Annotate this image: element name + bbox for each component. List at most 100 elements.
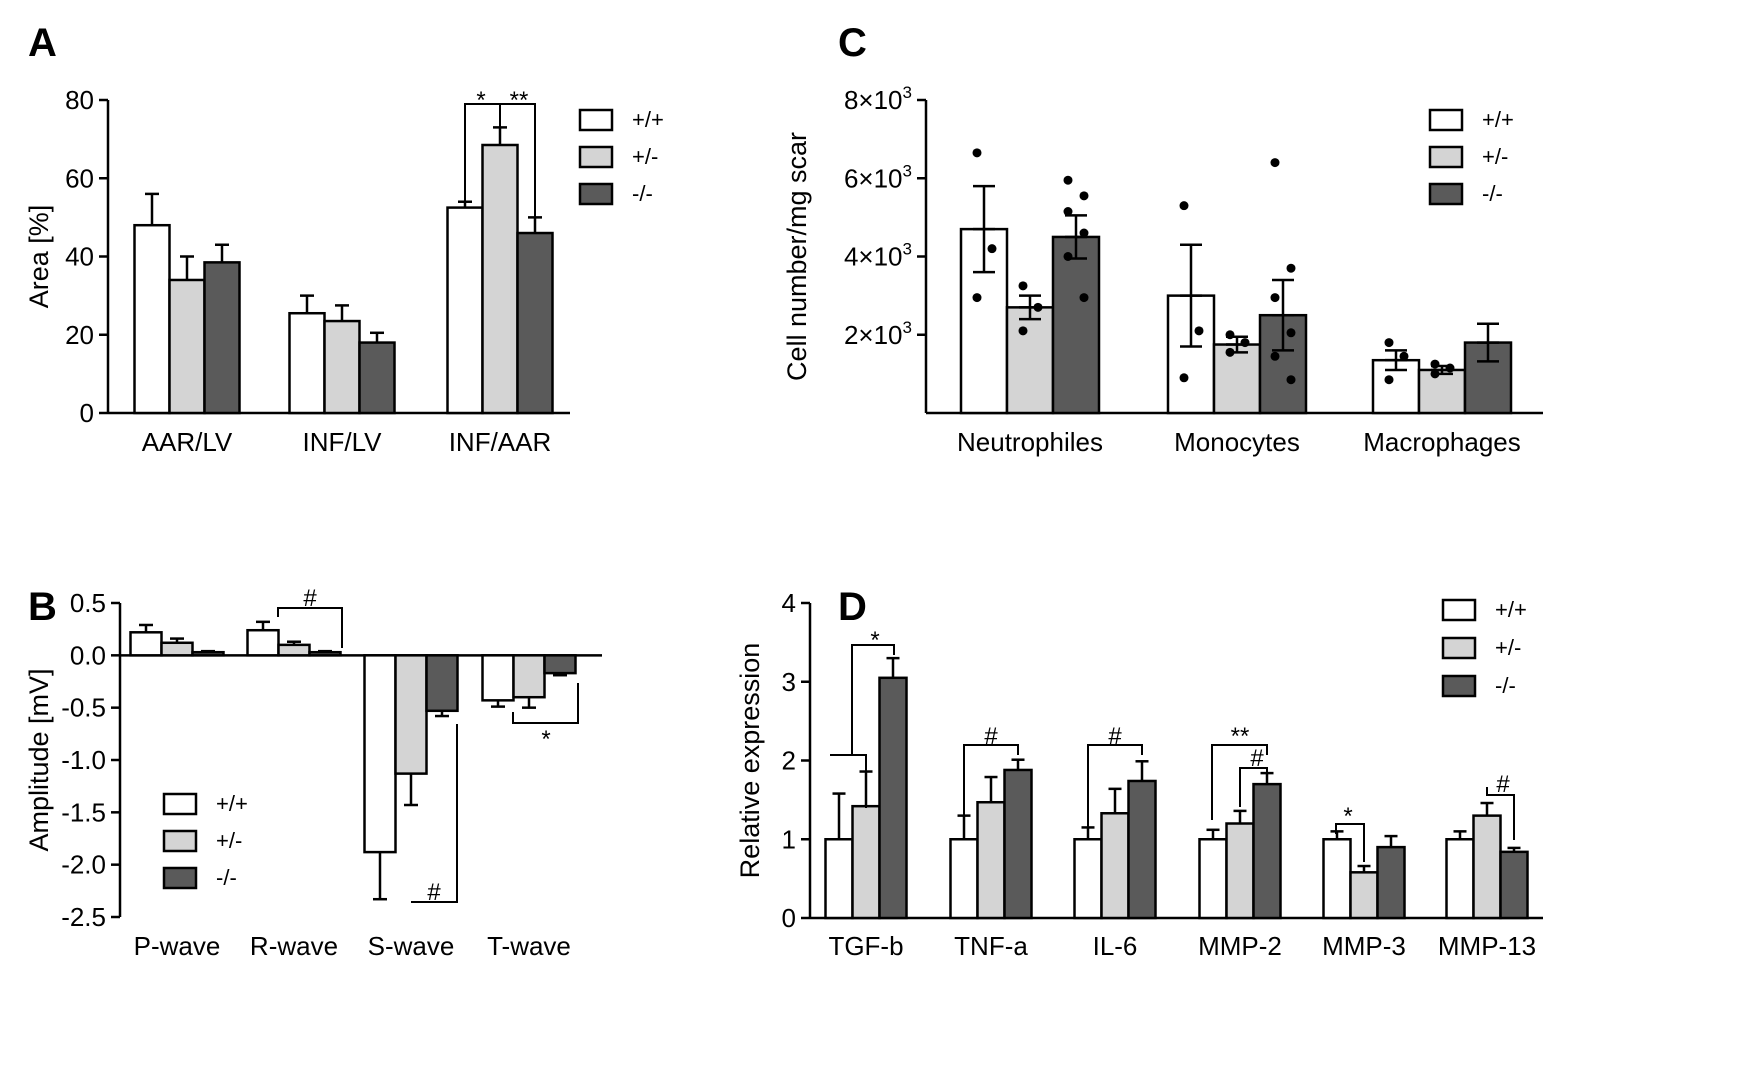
data-point [1079,228,1089,238]
y-tick-exponent: 3 [903,161,912,180]
category-label: TNF-a [954,931,1028,961]
category-label: R-wave [250,931,338,961]
data-point [1194,326,1204,336]
bar [481,143,519,415]
y-tick-label: 80 [65,85,94,115]
legend-swatch [578,108,614,132]
data-point [1179,201,1189,211]
category-label: MMP-3 [1322,931,1406,961]
legend-swatch [578,182,614,206]
significance-marker: # [984,723,998,750]
bar [288,311,326,415]
significance-bracket [1087,744,1143,836]
y-tick-label: -0.5 [61,693,106,723]
bar [168,278,206,415]
significance-bracket [411,724,458,903]
data-point [1063,175,1073,185]
panel-letter-b: B [28,585,57,629]
category-label: Macrophages [1363,427,1521,457]
category-label: INF/LV [303,427,383,457]
significance-bracket [464,103,501,202]
y-tick-label: 1 [782,824,796,854]
legend-label: -/- [1482,181,1503,206]
bar [1349,871,1379,920]
bar [363,654,397,854]
y-tick-label: -1.0 [61,745,106,775]
data-point [972,293,982,303]
data-point [1240,338,1250,348]
data-point [1286,328,1296,338]
y-tick-exponent: 3 [903,240,912,259]
data-point [1018,326,1028,336]
chart-panel-a: 0 20 40 60 80 Area [%] AAR/LV INF/LV INF/AAR +/+ +… [24,85,664,457]
bar [976,800,1006,920]
legend-label: +/+ [632,107,664,132]
bar [481,654,515,702]
bar [1073,838,1103,920]
significance-marker: * [870,627,879,654]
significance-marker: * [1343,803,1352,830]
data-point [1079,293,1089,303]
y-axis-label: Amplitude [mV] [24,668,54,851]
category-label: Monocytes [1174,427,1300,457]
legend-swatch [1428,182,1464,206]
legend-swatch [162,792,198,816]
legend-swatch [162,829,198,853]
bar [1225,822,1255,920]
category-label: INF/AAR [449,427,552,457]
bar [1127,779,1157,920]
data-point [1445,363,1455,373]
significance-bracket [512,683,579,724]
bar [246,628,280,657]
bar [191,650,225,657]
bar [1472,814,1502,920]
legend-label: +/- [1495,635,1521,660]
bar [1212,343,1262,415]
data-point [1286,375,1296,385]
data-point [1063,252,1073,261]
y-tick-label: 2×103 [844,318,912,350]
y-tick-label: 40 [65,242,94,272]
significance-marker: # [303,585,317,612]
category-label: Neutrophiles [957,427,1103,457]
y-axis-label: Relative expression [735,643,765,879]
bar [133,223,171,415]
data-point [1033,302,1043,312]
y-tick-label: 20 [65,320,94,350]
y-tick-exponent: 3 [903,318,912,337]
bar [1499,850,1529,920]
y-tick-label: 60 [65,163,94,193]
data-point [1286,263,1296,273]
data-point [1430,359,1440,369]
category-label: T-wave [487,931,571,961]
significance-bracket [851,644,895,755]
y-tick-label: 0 [782,903,796,933]
significance-marker: # [1250,745,1264,772]
significance-bracket [830,754,867,808]
bar [323,319,361,415]
bar [308,650,342,657]
bar [1252,782,1282,920]
data-point [1270,293,1280,303]
category-label: IL-6 [1093,931,1138,961]
panel-letter-c: C [838,21,867,65]
significance-marker: # [1108,723,1122,750]
legend-swatch [1428,145,1464,169]
y-tick-label: 3 [782,667,796,697]
chart-panel-d: 0 1 2 3 4 Relative expression TGF-b TNF-a IL-6 MM… [735,588,1543,961]
category-label: S-wave [368,931,455,961]
category-label: MMP-2 [1198,931,1282,961]
bar [878,676,908,920]
data-point [1430,369,1440,379]
y-tick-label: 2 [782,746,796,776]
legend-swatch [1441,598,1477,622]
significance-marker: ** [510,87,529,114]
y-tick-label: 0.5 [70,588,106,618]
chart-panel-b: 0.5 0.0 -0.5 -1.0 -1.5 -2.0 -2.5 Amplitude [mV]… [24,585,602,961]
significance-marker: * [541,726,550,753]
panel-letter-a: A [28,21,57,65]
y-tick-label: 0 [80,398,94,428]
significance-bracket [1335,823,1365,862]
data-point [1225,347,1235,357]
bar [851,804,881,920]
